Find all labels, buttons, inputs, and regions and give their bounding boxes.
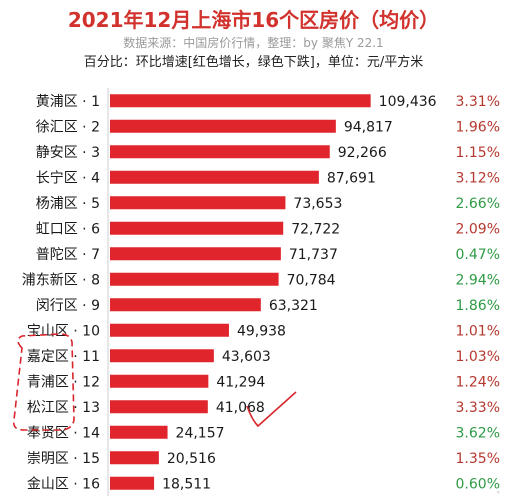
percent-label: 3.12% xyxy=(456,170,500,186)
category-label: 浦东新区 · 8 xyxy=(22,272,100,288)
value-label: 41,294 xyxy=(216,374,265,390)
percent-label: 1.01% xyxy=(456,323,500,339)
percent-label: 1.15% xyxy=(456,145,500,161)
category-label: 杨浦区 · 5 xyxy=(36,196,100,212)
bar xyxy=(110,272,279,286)
bar xyxy=(110,374,209,388)
value-label: 20,516 xyxy=(167,451,216,467)
category-label: 长宁区 · 4 xyxy=(36,169,100,186)
value-label: 72,722 xyxy=(291,221,340,237)
category-label: 奉贤区 · 14 xyxy=(27,425,100,441)
bar xyxy=(110,476,155,490)
percent-label: 1.24% xyxy=(456,374,500,390)
category-label: 黄浦区 · 1 xyxy=(36,93,100,110)
percent-label: 1.86% xyxy=(456,298,500,314)
bar xyxy=(110,221,284,235)
watermark: ⋆ xyxy=(495,488,501,498)
category-label: 金山区 · 16 xyxy=(27,476,100,492)
percent-label: 0.60% xyxy=(456,476,500,492)
bar xyxy=(110,119,336,133)
bar xyxy=(110,451,159,465)
percent-label: 2.94% xyxy=(456,272,500,288)
hand-annotations xyxy=(12,333,297,431)
value-label: 109,436 xyxy=(379,94,437,110)
bar xyxy=(110,170,319,184)
chart-note: 百分比：环比增速[红色增长，绿色下跌]，单位：元/平方米 xyxy=(83,55,424,70)
bar xyxy=(110,323,229,337)
bar xyxy=(110,400,208,414)
percent-label: 3.62% xyxy=(456,425,500,441)
value-label: 92,266 xyxy=(338,145,387,161)
bar xyxy=(110,247,281,261)
percent-label: 1.35% xyxy=(456,451,500,467)
percent-label: 0.47% xyxy=(456,247,500,263)
chart-title: 2021年12月上海市16个区房价（均价） xyxy=(67,8,440,32)
bar xyxy=(110,196,286,210)
value-label: 71,737 xyxy=(289,247,338,263)
value-label: 43,603 xyxy=(222,349,271,365)
percent-label: 3.31% xyxy=(456,94,500,110)
percent-label: 1.03% xyxy=(456,349,500,365)
value-label: 87,691 xyxy=(327,170,376,186)
check-mark-annotation xyxy=(246,391,297,428)
percent-label: 1.96% xyxy=(456,119,500,135)
category-label: 闵行区 · 9 xyxy=(36,298,100,314)
percent-label: 2.66% xyxy=(456,196,500,212)
value-label: 49,938 xyxy=(237,323,286,339)
bar xyxy=(110,425,168,439)
chart-rows: 黄浦区 · 1 109,436 3.31% 徐汇区 · 2 94,817 1.96% 静安区… xyxy=(22,93,500,493)
value-label: 73,653 xyxy=(293,196,342,212)
percent-label: 2.09% xyxy=(456,221,500,237)
category-label: 静安区 · 3 xyxy=(36,145,100,161)
value-label: 24,157 xyxy=(176,425,225,441)
category-label: 青浦区 · 12 xyxy=(27,374,100,390)
category-label: 虹口区 · 6 xyxy=(36,221,100,237)
value-label: 41,068 xyxy=(216,400,265,416)
category-label: 松江区 · 13 xyxy=(27,400,100,416)
value-label: 70,784 xyxy=(287,272,336,288)
category-label: 宝山区 · 10 xyxy=(27,323,100,339)
value-label: 94,817 xyxy=(344,119,393,135)
category-label: 崇明区 · 15 xyxy=(27,451,100,467)
category-label: 嘉定区 · 11 xyxy=(27,349,100,365)
data-source-line: 数据来源：中国房价行情，整理：by 聚焦Y 22.1 xyxy=(123,36,384,50)
bar xyxy=(110,94,371,108)
value-label: 18,511 xyxy=(162,476,211,492)
bar xyxy=(110,349,214,363)
bar xyxy=(110,145,330,159)
category-label: 徐汇区 · 2 xyxy=(36,119,100,135)
percent-label: 3.33% xyxy=(456,400,500,416)
bar xyxy=(110,298,261,312)
dashed-circle-annotation xyxy=(12,333,75,431)
category-label: 普陀区 · 7 xyxy=(36,247,100,263)
value-label: 63,321 xyxy=(269,298,318,314)
